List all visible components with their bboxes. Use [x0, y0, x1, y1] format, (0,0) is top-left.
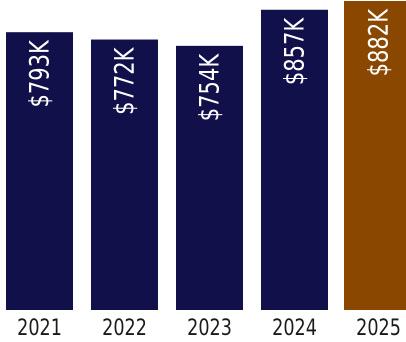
bar-2025: [344, 1, 406, 310]
x-tick-2023: 2023: [187, 315, 232, 340]
bar-2022: [91, 39, 158, 310]
bars-group: [6, 1, 406, 311]
x-tick-2024: 2024: [272, 315, 317, 340]
bar-value-label-2025: $882K: [363, 8, 394, 76]
bar-value-label-2021: $793K: [24, 39, 55, 107]
bar-value-labels-group: $793K $772K $754K $857K $882K: [24, 8, 394, 121]
bar-2023: [176, 45, 243, 310]
x-tick-2021: 2021: [17, 315, 62, 340]
x-axis-ticks-group: 2021 2022 2023 2024 2025: [17, 315, 401, 340]
bar-value-label-2023: $754K: [194, 53, 225, 121]
x-tick-2022: 2022: [102, 315, 147, 340]
bar-value-label-2024: $857K: [279, 17, 310, 85]
bar-value-label-2022: $772K: [109, 47, 140, 115]
bar-2024: [261, 9, 328, 310]
x-tick-2025: 2025: [356, 315, 401, 340]
bar-2021: [6, 32, 73, 311]
